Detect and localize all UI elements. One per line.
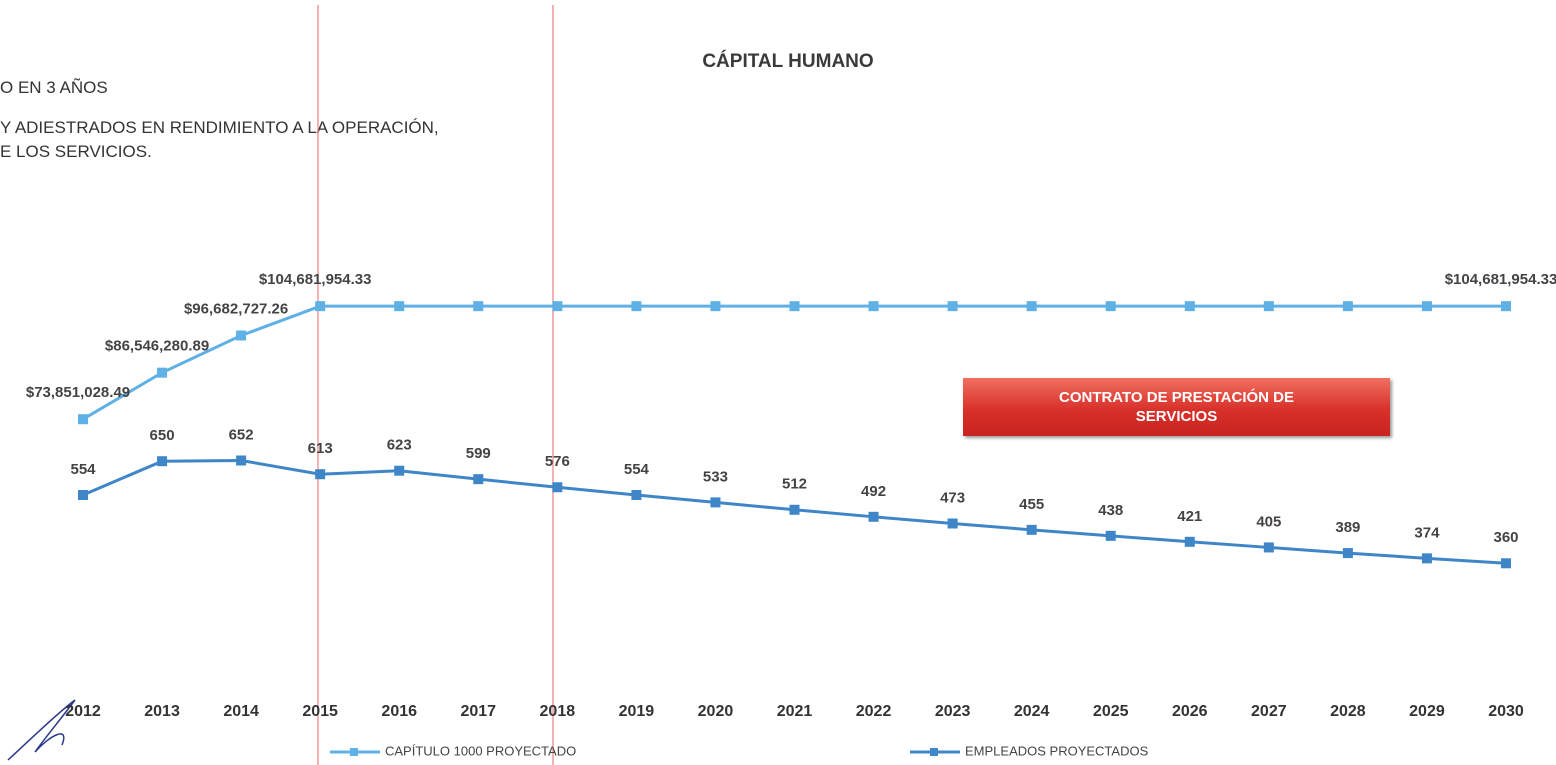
data-label: 405: [1256, 513, 1281, 530]
point-marker: [1501, 301, 1511, 312]
data-label: 438: [1098, 502, 1123, 519]
point-marker: [789, 504, 800, 515]
data-label: 599: [466, 445, 491, 462]
point-marker: [1105, 301, 1116, 312]
point-marker: [1263, 542, 1274, 553]
data-label: 623: [387, 437, 412, 454]
x-tick-label: 2024: [1014, 703, 1050, 720]
point-marker: [868, 301, 879, 312]
legend-marker: [350, 748, 358, 756]
point-marker: [1501, 558, 1511, 569]
data-label: $104,681,954.33: [259, 271, 372, 288]
point-marker: [789, 301, 800, 312]
x-tick-label: 2018: [540, 703, 576, 720]
point-marker: [1421, 553, 1432, 564]
annotation-box: CONTRATO DE PRESTACIÓN DE SERVICIOS: [963, 378, 1390, 436]
point-marker: [236, 330, 247, 341]
point-marker: [710, 301, 721, 312]
point-marker: [1105, 530, 1116, 541]
point-marker: [710, 497, 721, 508]
data-label: $96,682,727.26: [184, 300, 288, 317]
x-tick-label: 2025: [1093, 703, 1129, 720]
x-tick-label: 2015: [302, 703, 338, 720]
point-marker: [552, 482, 563, 493]
point-marker: [1184, 301, 1195, 312]
x-tick-label: 2016: [381, 703, 417, 720]
point-marker: [315, 469, 326, 480]
x-tick-label: 2030: [1488, 703, 1524, 720]
point-marker: [473, 301, 484, 312]
point-marker: [157, 367, 168, 378]
point-marker: [1026, 301, 1037, 312]
signature: [7, 699, 76, 761]
data-label: 554: [70, 461, 96, 478]
x-tick-label: 2026: [1172, 703, 1208, 720]
annotation: E LOS SERVICIOS.: [0, 142, 152, 161]
annotation: O EN 3 AÑOS: [0, 78, 108, 97]
data-label: 650: [150, 427, 175, 444]
data-label: 374: [1414, 524, 1440, 541]
x-tick-label: 2029: [1409, 703, 1445, 720]
point-marker: [947, 518, 958, 529]
x-tick-label: 2017: [460, 703, 496, 720]
legend-label: EMPLEADOS PROYECTADOS: [965, 743, 1149, 758]
x-tick-label: 2028: [1330, 703, 1366, 720]
point-marker: [1263, 301, 1274, 312]
data-label: 492: [861, 483, 886, 500]
point-marker: [157, 456, 168, 467]
data-label: 533: [703, 468, 728, 485]
point-marker: [552, 301, 563, 312]
chart-title: CÁPITAL HUMANO: [702, 50, 873, 72]
x-tick-label: 2023: [935, 703, 971, 720]
data-label: 512: [782, 476, 807, 493]
x-tick-label: 2014: [223, 703, 259, 720]
data-label: 652: [229, 426, 254, 443]
point-marker: [1184, 536, 1195, 547]
point-marker: [868, 511, 879, 522]
point-marker: [1342, 301, 1353, 312]
data-label: 421: [1177, 508, 1202, 525]
legend-label: CAPÍTULO 1000 PROYECTADO: [385, 743, 576, 758]
point-marker: [236, 455, 247, 466]
data-label: $104,681,954.33: [1445, 271, 1556, 288]
data-label: 455: [1019, 496, 1044, 513]
x-tick-label: 2027: [1251, 703, 1287, 720]
point-marker: [394, 301, 405, 312]
x-tick-label: 2019: [619, 703, 655, 720]
data-label: 576: [545, 453, 570, 470]
point-marker: [1421, 301, 1432, 312]
point-marker: [1342, 548, 1353, 559]
point-marker: [1026, 524, 1037, 535]
x-tick-label: 2020: [698, 703, 734, 720]
point-marker: [394, 465, 405, 476]
point-marker: [631, 489, 642, 500]
x-tick-label: 2012: [65, 703, 101, 720]
x-tick-label: 2022: [856, 703, 892, 720]
point-marker: [473, 474, 484, 485]
data-label: 613: [308, 440, 333, 457]
legend-marker: [930, 748, 938, 756]
point-marker: [315, 301, 326, 312]
point-marker: [78, 414, 88, 425]
annotation: Y ADIESTRADOS EN RENDIMIENTO A LA OPERAC…: [0, 118, 439, 137]
data-label: $86,546,280.89: [105, 338, 209, 355]
data-label: $73,851,028.49: [26, 384, 130, 401]
data-label: 554: [624, 461, 650, 478]
data-label: 360: [1493, 529, 1518, 546]
point-marker: [78, 489, 88, 500]
data-label: 389: [1335, 519, 1360, 536]
x-tick-label: 2021: [777, 703, 813, 720]
x-tick-label: 2013: [144, 703, 180, 720]
point-marker: [947, 301, 958, 312]
point-marker: [631, 301, 642, 312]
data-label: 473: [940, 489, 965, 506]
